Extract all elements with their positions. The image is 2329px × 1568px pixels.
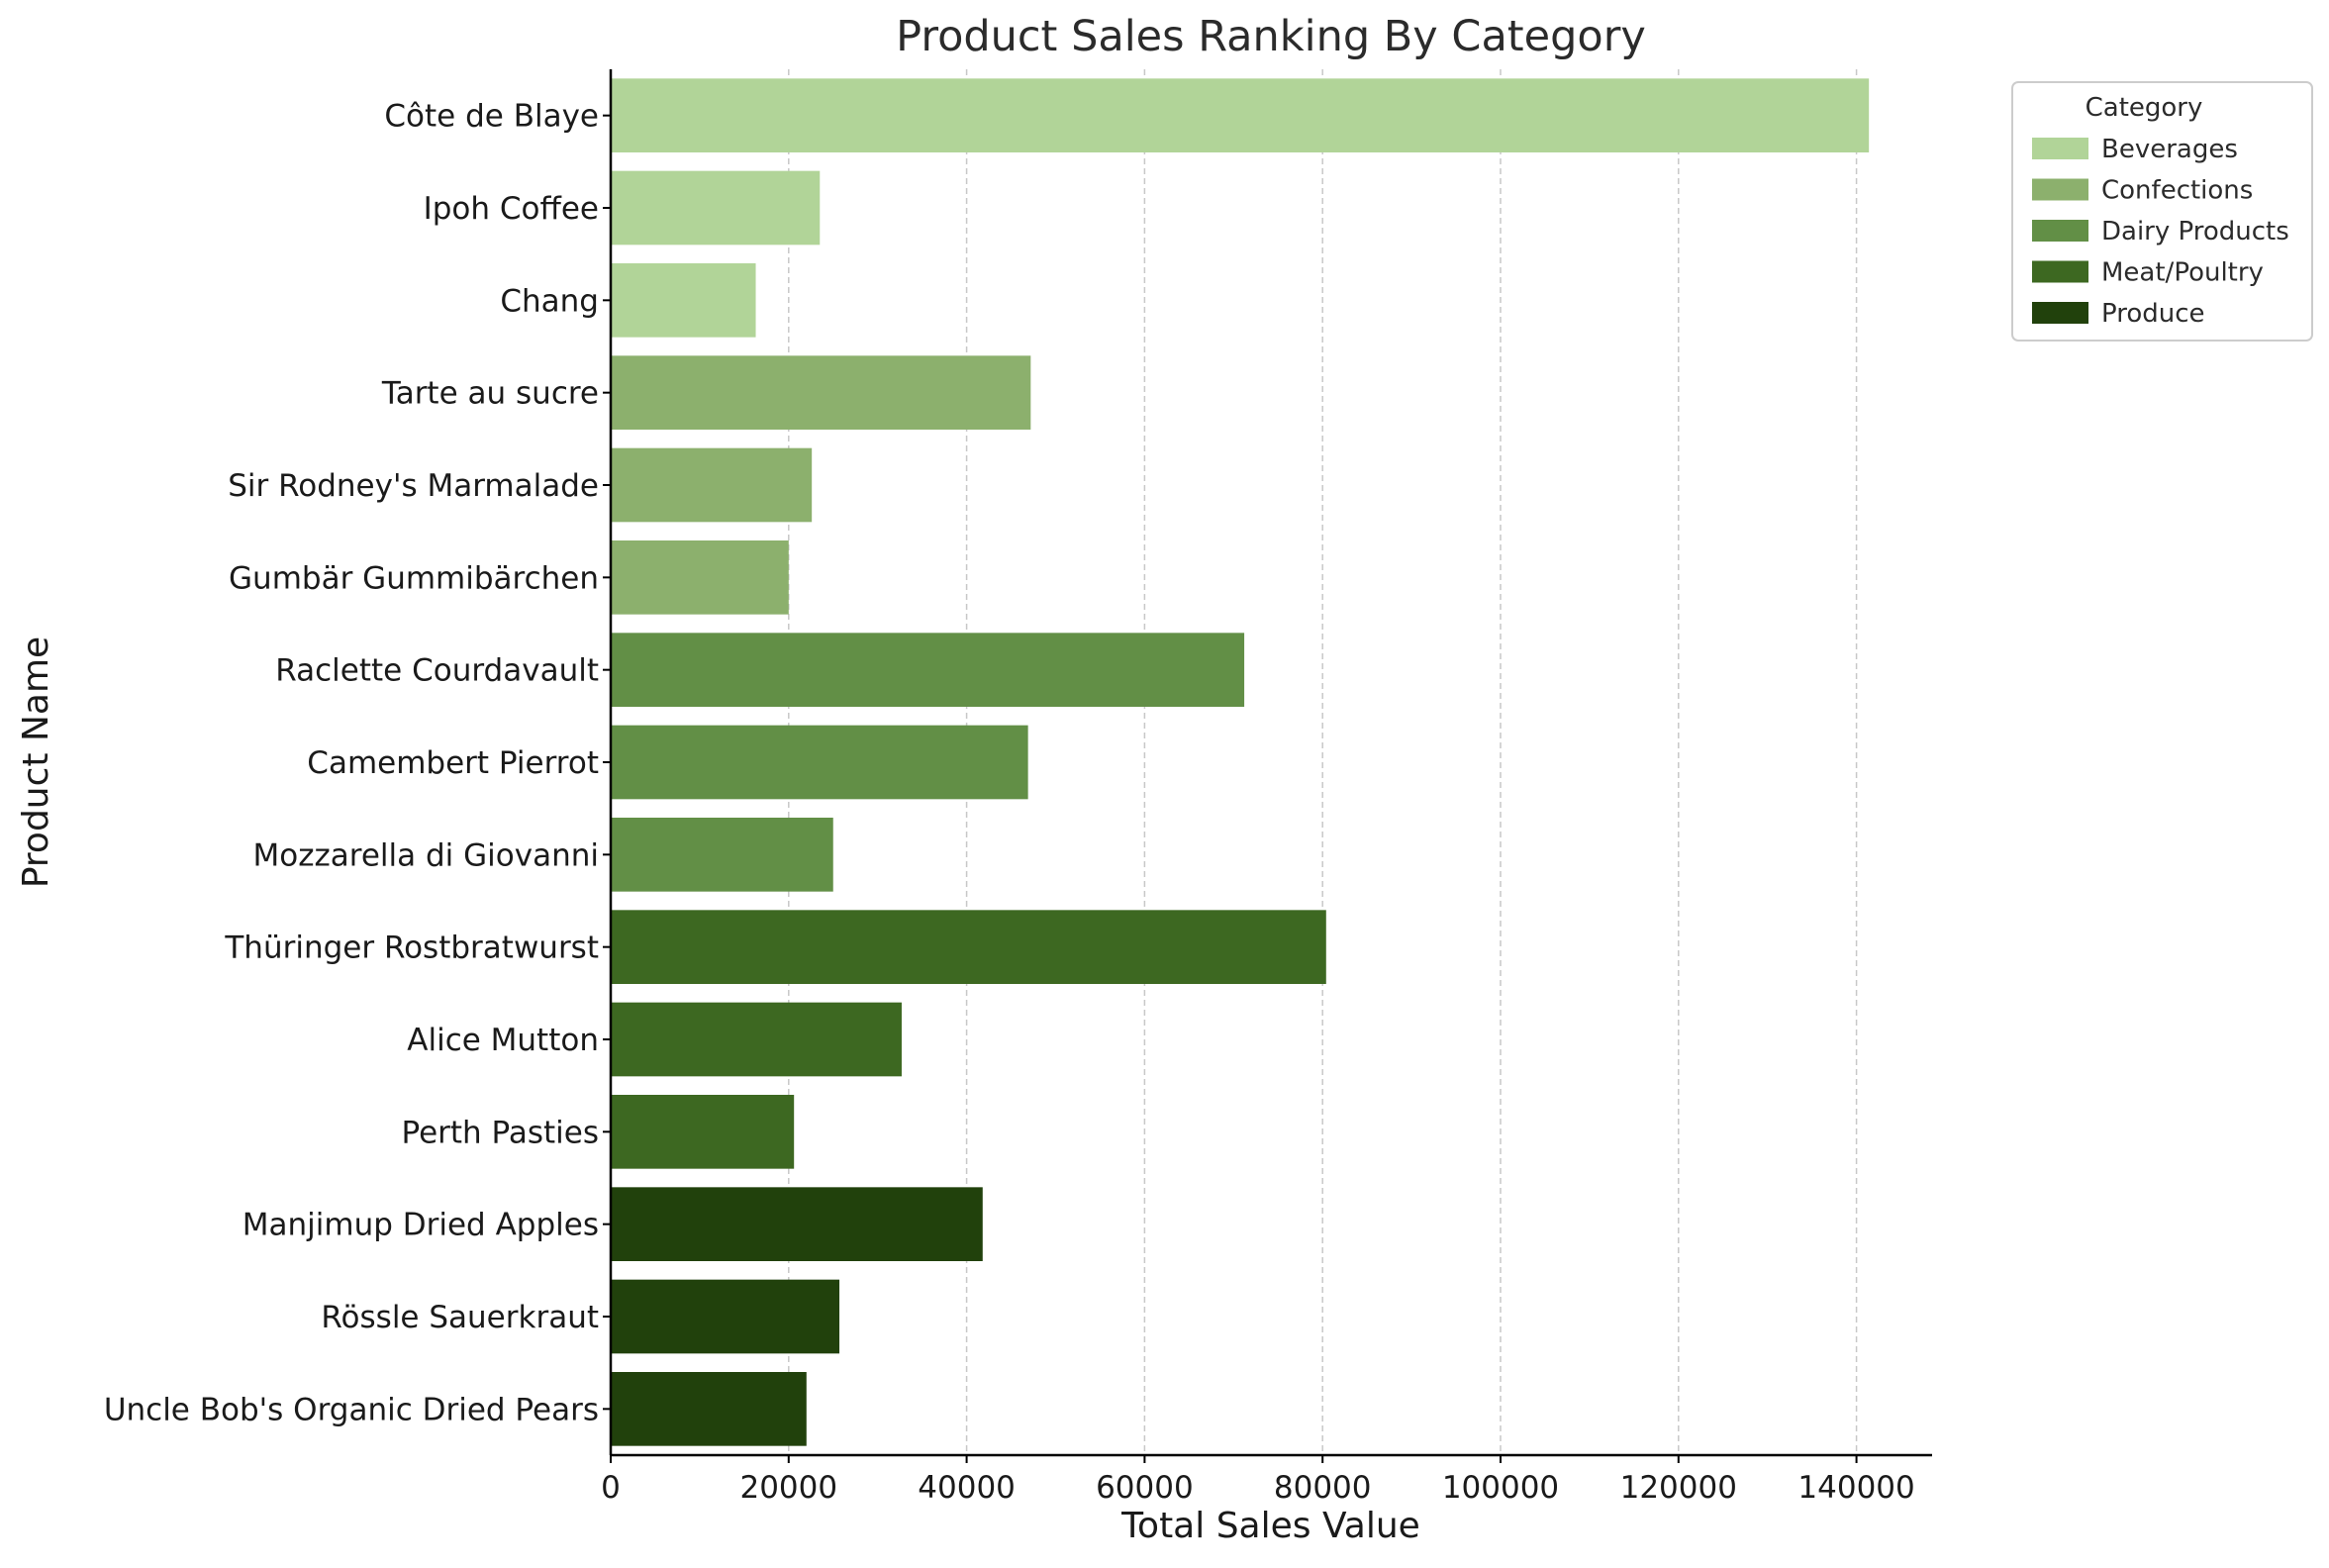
legend-label: Meat/Poultry (2101, 258, 2264, 288)
y-tick-label: Thüringer Rostbratwurst (224, 931, 599, 966)
y-tick-label: Perth Pasties (401, 1115, 599, 1150)
x-tick-label: 80000 (1274, 1470, 1372, 1506)
y-tick-label: Ipoh Coffee (424, 191, 599, 227)
y-axis-label: Product Name (16, 637, 56, 888)
x-tick-label: 120000 (1620, 1470, 1737, 1506)
bar (611, 355, 1031, 430)
legend-label: Confections (2101, 176, 2253, 206)
x-tick-label: 60000 (1096, 1470, 1194, 1506)
legend-label: Beverages (2101, 135, 2238, 164)
x-axis-label: Total Sales Value (1120, 1506, 1420, 1546)
bar (611, 1372, 807, 1446)
legend-swatch (2032, 178, 2088, 201)
y-tick-label: Manjimup Dried Apples (243, 1208, 599, 1243)
legend-label: Dairy Products (2101, 217, 2289, 246)
bar (611, 633, 1245, 707)
x-tick-labels: 0 20000 40000 60000 80000 100000 120000 140000 (601, 1455, 1915, 1506)
y-tick-label: Sir Rodney's Marmalade (228, 468, 599, 504)
x-tick-label: 20000 (739, 1470, 837, 1506)
bar (611, 1002, 902, 1077)
y-tick-label: Tarte au sucre (381, 376, 599, 412)
y-tick-label: Alice Mutton (407, 1023, 599, 1058)
bar (611, 170, 821, 245)
x-tick-label: 0 (601, 1470, 621, 1506)
bar (611, 540, 789, 615)
legend-swatch (2032, 302, 2088, 324)
bar (611, 1279, 840, 1354)
y-tick-label: Uncle Bob's Organic Dried Pears (104, 1392, 599, 1427)
x-tick-label: 140000 (1797, 1470, 1914, 1506)
y-tick-label: Gumbär Gummibärchen (229, 560, 599, 596)
legend: Category Beverages Confections Dairy Produ… (2011, 81, 2313, 342)
y-tick-label: Raclette Courdavault (275, 653, 599, 689)
bar (611, 1095, 795, 1169)
bar (611, 818, 833, 892)
chart-title: Product Sales Ranking By Category (896, 12, 1646, 61)
bar (611, 447, 813, 523)
y-tick-label: Côte de Blaye (384, 99, 599, 135)
y-tick-label: Camembert Pierrot (307, 745, 599, 781)
x-tick-label: 40000 (918, 1470, 1016, 1506)
y-tick-label: Chang (500, 283, 599, 319)
legend-title: Category (2086, 93, 2203, 123)
y-tick-label: Rössle Sauerkraut (321, 1300, 599, 1335)
x-tick-label: 100000 (1442, 1470, 1559, 1506)
y-tick-label: Mozzarella di Giovanni (253, 837, 599, 873)
legend-swatch (2032, 260, 2088, 283)
bar (611, 263, 756, 338)
y-tick-labels: Côte de Blaye Ipoh Coffee Chang Tarte au su… (104, 99, 611, 1427)
bar (611, 910, 1326, 984)
legend-swatch (2032, 138, 2088, 159)
legend-label: Produce (2101, 299, 2205, 329)
legend-swatch (2032, 220, 2088, 242)
bar (611, 78, 1870, 152)
bar (611, 725, 1028, 800)
bar (611, 1187, 983, 1261)
bars (611, 78, 1870, 1446)
